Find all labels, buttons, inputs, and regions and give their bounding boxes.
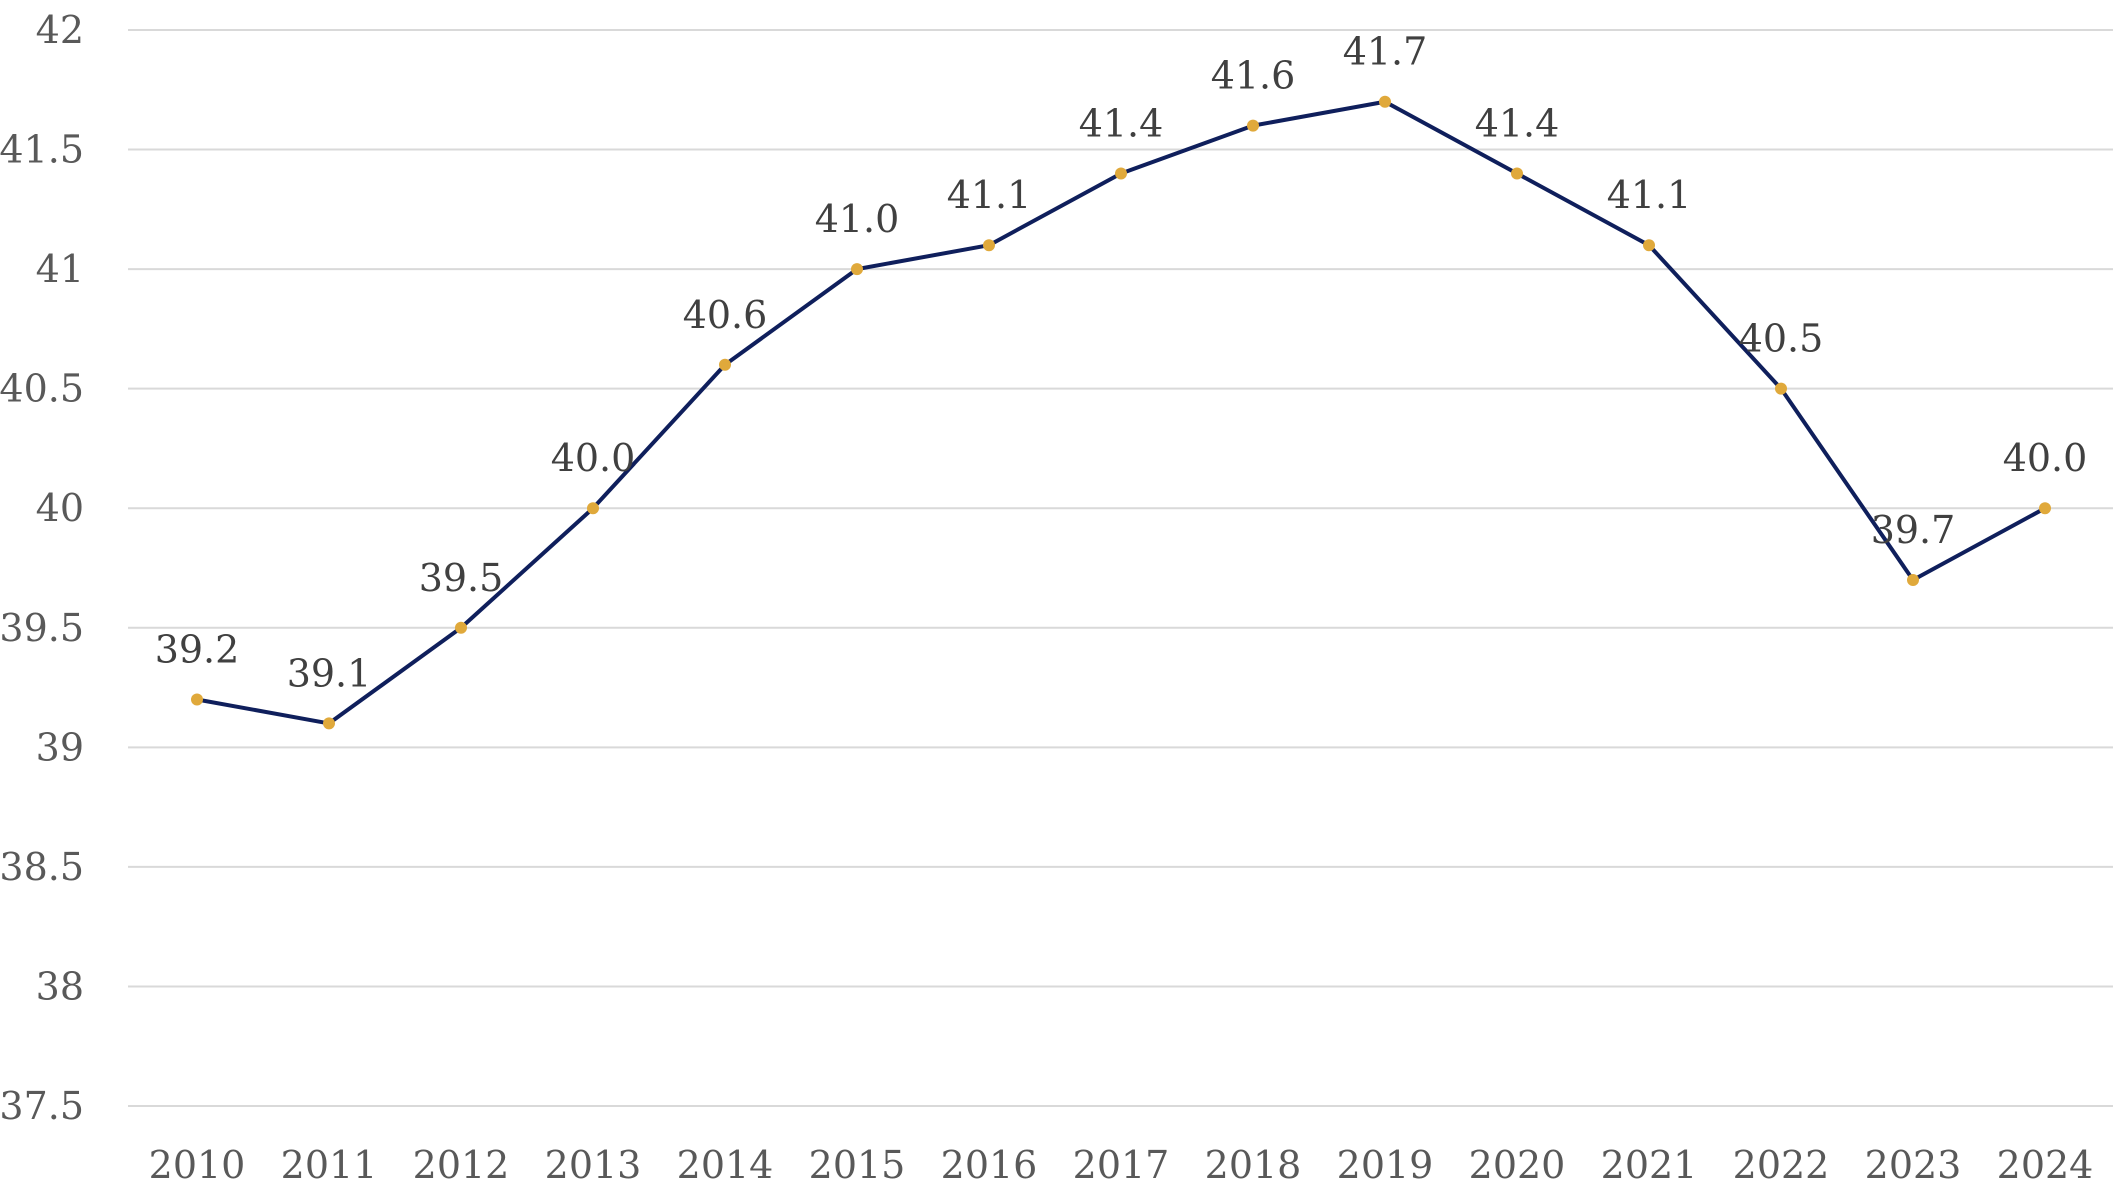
data-label: 40.0 bbox=[551, 436, 636, 480]
data-label: 39.2 bbox=[155, 628, 240, 672]
data-label: 41.6 bbox=[1211, 54, 1296, 98]
y-tick-label: 39.5 bbox=[0, 606, 84, 650]
y-axis: 37.5 38 38.5 39 39.5 40 40.5 41 41.5 42 bbox=[0, 8, 84, 1128]
data-point bbox=[1247, 119, 1259, 132]
y-tick-label: 40 bbox=[36, 486, 84, 530]
data-label: 41.1 bbox=[947, 173, 1032, 217]
x-tick-label: 2015 bbox=[809, 1143, 906, 1187]
x-tick-label: 2021 bbox=[1601, 1143, 1698, 1187]
data-label: 40.6 bbox=[683, 293, 768, 337]
data-label: 39.1 bbox=[287, 651, 372, 695]
x-tick-label: 2011 bbox=[281, 1143, 378, 1187]
x-tick-label: 2018 bbox=[1205, 1143, 1302, 1187]
y-tick-label: 41.5 bbox=[0, 128, 84, 172]
x-tick-label: 2016 bbox=[941, 1143, 1038, 1187]
data-point bbox=[1643, 239, 1655, 252]
x-tick-label: 2024 bbox=[1997, 1143, 2094, 1187]
y-tick-label: 39 bbox=[36, 725, 84, 769]
data-label: 41.4 bbox=[1475, 101, 1560, 145]
x-tick-label: 2010 bbox=[149, 1143, 246, 1187]
series-group bbox=[191, 95, 2051, 730]
data-label: 40.5 bbox=[1739, 317, 1824, 361]
data-label: 41.0 bbox=[815, 197, 900, 241]
y-tick-label: 40.5 bbox=[0, 367, 84, 411]
data-point bbox=[2039, 502, 2051, 515]
data-point bbox=[191, 693, 203, 706]
data-label: 41.1 bbox=[1607, 173, 1692, 217]
data-label: 41.4 bbox=[1079, 101, 1164, 145]
data-label: 39.5 bbox=[419, 556, 504, 600]
data-label: 41.7 bbox=[1343, 30, 1428, 74]
y-tick-label: 41 bbox=[36, 247, 84, 291]
y-tick-label: 42 bbox=[36, 8, 84, 52]
x-tick-label: 2020 bbox=[1469, 1143, 1566, 1187]
data-point bbox=[851, 263, 863, 276]
data-point bbox=[1775, 382, 1787, 395]
data-point bbox=[983, 239, 995, 252]
x-tick-label: 2012 bbox=[413, 1143, 510, 1187]
x-tick-label: 2019 bbox=[1337, 1143, 1434, 1187]
x-axis: 2010 2011 2012 2013 2014 2015 2016 2017 2018 2019… bbox=[149, 1143, 2094, 1187]
x-tick-label: 2022 bbox=[1733, 1143, 1830, 1187]
data-point bbox=[323, 717, 335, 730]
y-tick-label: 38.5 bbox=[0, 845, 84, 889]
x-tick-label: 2023 bbox=[1865, 1143, 1962, 1187]
data-point bbox=[1115, 167, 1127, 180]
data-label: 39.7 bbox=[1871, 508, 1956, 552]
y-tick-label: 38 bbox=[36, 964, 84, 1008]
data-labels: 39.2 39.1 39.5 40.0 40.6 41.0 41.1 41.4 41.6 41.7… bbox=[155, 30, 2088, 696]
x-tick-label: 2017 bbox=[1073, 1143, 1170, 1187]
gridlines bbox=[128, 29, 2113, 1107]
y-tick-label: 37.5 bbox=[0, 1084, 84, 1128]
data-point bbox=[1379, 95, 1391, 108]
data-point bbox=[719, 358, 731, 371]
x-tick-label: 2014 bbox=[677, 1143, 774, 1187]
x-tick-label: 2013 bbox=[545, 1143, 642, 1187]
data-point bbox=[587, 502, 599, 515]
data-point bbox=[1511, 167, 1523, 180]
data-point bbox=[1907, 573, 1919, 586]
series-line bbox=[196, 99, 2046, 726]
data-point bbox=[455, 621, 467, 634]
data-label: 40.0 bbox=[2003, 436, 2088, 480]
